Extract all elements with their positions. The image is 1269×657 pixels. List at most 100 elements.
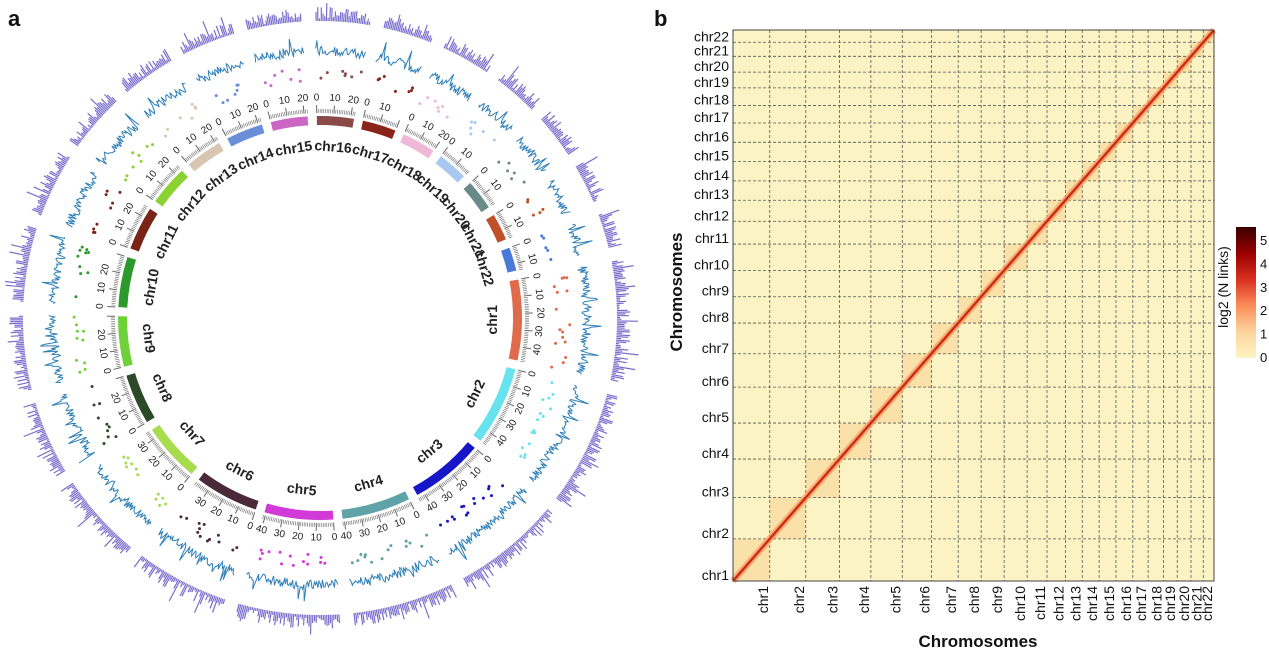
tick-mark (136, 216, 141, 220)
density-line-chr20 (516, 136, 550, 172)
tick-mark (454, 160, 458, 164)
tick-mark (496, 422, 500, 425)
panel-a-label: a (8, 6, 21, 31)
tick-mark (512, 386, 521, 390)
tick-mark (369, 516, 372, 521)
tick-mark (291, 110, 293, 115)
tick-mark (236, 126, 239, 131)
tick-mark (394, 123, 397, 128)
x-tick-chr11: chr11 (1032, 586, 1048, 620)
tick-label-chr6: 0 (246, 520, 255, 532)
y-tick-chr18: chr18 (694, 91, 729, 107)
tick-label-chr16: 20 (347, 94, 360, 107)
tick-mark (119, 244, 128, 248)
tick-mark (203, 489, 209, 497)
tick-mark (184, 475, 191, 483)
tick-mark (267, 111, 271, 120)
tick-mark (512, 246, 517, 249)
tick-mark (151, 194, 155, 198)
scatter-point (441, 105, 445, 109)
tick-mark (505, 228, 509, 231)
tick-mark (172, 463, 176, 467)
tick-mark (421, 136, 425, 141)
scatter-point (378, 77, 382, 81)
tick-mark (496, 208, 504, 214)
tick-mark (364, 517, 367, 522)
scatter-point (541, 398, 545, 402)
tick-mark (400, 506, 403, 511)
tick-mark (366, 114, 369, 119)
tick-mark (485, 194, 489, 198)
scatter-point (263, 81, 267, 85)
tick-label-chr4: 20 (376, 522, 390, 536)
tick-mark (431, 489, 435, 494)
tick-mark (490, 431, 495, 434)
tick-mark (130, 405, 135, 408)
tick-mark (500, 414, 505, 418)
scatter-point (107, 425, 111, 429)
tick-label-chr18: 10 (420, 119, 435, 134)
tick-mark (208, 491, 212, 496)
tick-mark (482, 190, 486, 194)
scatter-point (425, 533, 429, 537)
scatter-point (522, 180, 526, 184)
scatter-point (407, 90, 411, 94)
tick-mark (363, 518, 365, 523)
tick-mark (409, 129, 412, 134)
tick-label-chr14: 0 (214, 116, 224, 129)
scatter-point (506, 169, 510, 173)
tick-mark (408, 502, 411, 507)
tick-mark (228, 129, 231, 134)
histogram-chr14 (180, 17, 235, 55)
tick-mark (113, 283, 118, 285)
tick-mark (233, 504, 236, 509)
tick-mark (141, 209, 145, 212)
scatter-point (83, 367, 87, 371)
tick-mark (386, 120, 389, 125)
tick-mark (522, 286, 527, 288)
scatter-point (92, 403, 96, 407)
y-tick-chr8: chr8 (702, 309, 729, 325)
tick-mark (197, 483, 200, 488)
scatter-point (497, 160, 501, 164)
tick-mark (516, 374, 521, 377)
tick-mark (458, 468, 463, 472)
scatter-point (82, 329, 86, 333)
tick-mark (522, 283, 527, 285)
tick-label-chr9: 20 (95, 329, 107, 341)
scatter-point (561, 335, 565, 339)
scatter-point (198, 527, 202, 531)
scatter-point (124, 178, 128, 182)
circos-plot: 010203040chr1010203040chr2010203040chr30… (5, 3, 639, 635)
tick-label-chr10: 0 (95, 303, 106, 310)
ideogram-chr16 (316, 115, 355, 128)
tick-mark (196, 149, 200, 153)
ideogram-chr10 (118, 257, 136, 308)
tick-label-chr15: 20 (297, 93, 309, 105)
scatter-point (137, 153, 141, 157)
tick-mark (354, 111, 356, 116)
tick-mark (297, 521, 300, 530)
tick-mark (287, 111, 289, 116)
scatter-point (164, 502, 168, 506)
y-tick-chr14: chr14 (694, 167, 729, 183)
tick-label-chr2: 30 (505, 417, 520, 432)
tick-mark (455, 471, 459, 476)
scatter-point (546, 248, 550, 252)
scatter-point (231, 548, 235, 552)
heatmap-x-title: Chromosomes (918, 632, 1037, 651)
tick-mark (420, 132, 425, 140)
tick-mark (447, 154, 451, 159)
tick-mark (457, 162, 461, 167)
scatter-point (531, 213, 535, 217)
tick-mark (396, 120, 401, 129)
tick-mark (433, 143, 437, 148)
tick-mark (198, 484, 202, 489)
tick-mark (126, 395, 131, 398)
tick-label-chr6: 10 (225, 513, 240, 528)
tick-mark (207, 490, 210, 495)
tick-label-chr3: 0 (483, 453, 495, 465)
tick-mark (495, 423, 500, 427)
scatter-point (522, 455, 526, 459)
tick-mark (225, 131, 228, 136)
